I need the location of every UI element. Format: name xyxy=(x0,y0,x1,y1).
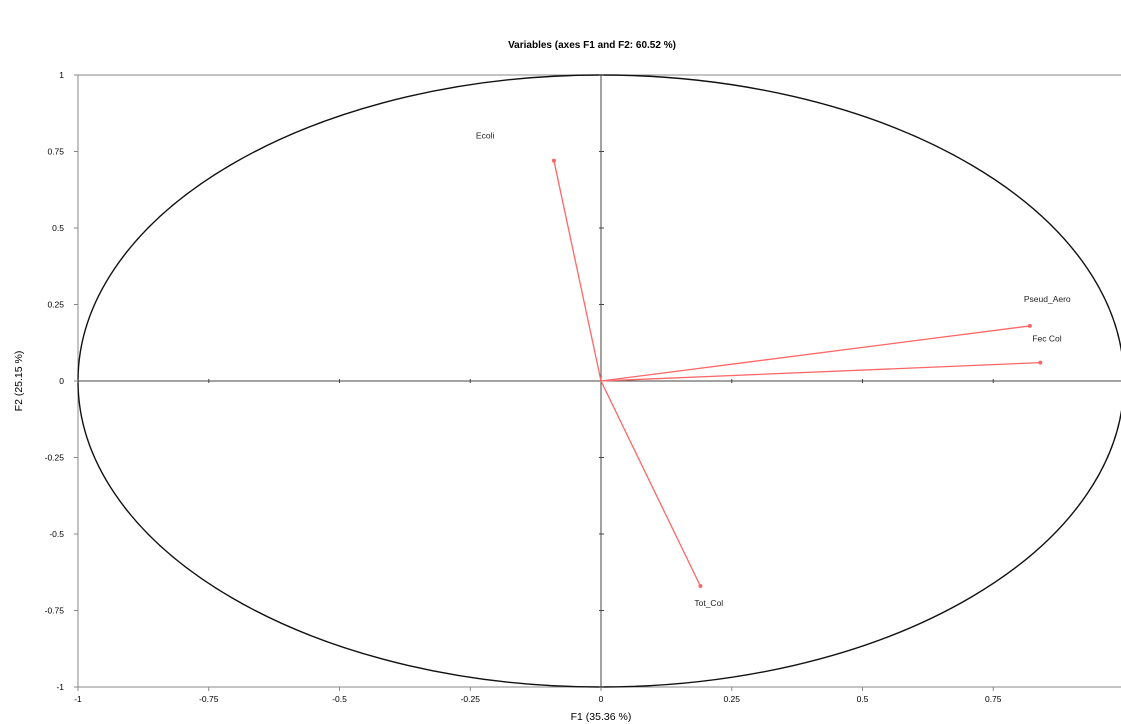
x-tick-label: 0.75 xyxy=(985,694,1002,704)
x-tick-label: -0.25 xyxy=(461,694,481,704)
label-ecoli: Ecoli xyxy=(476,131,495,141)
y-axis-title: F2 (25.15 %) xyxy=(13,351,25,412)
plot-area: -1 -0.75 -0.5 -0.25 0 0.25 0.5 0.75 1 0.75 0.5 0.25… xyxy=(45,70,1121,704)
vector-tot-col xyxy=(600,380,701,587)
chart-title: Variables (axes F1 and F2: 60.52 %) xyxy=(508,40,676,51)
label-fec-col: Fec Col xyxy=(1032,334,1061,344)
x-axis-title: F1 (35.36 %) xyxy=(571,711,632,723)
y-tick-label: 0.75 xyxy=(47,147,64,157)
point-pseud-aero xyxy=(1027,323,1032,328)
y-tick-label: -0.75 xyxy=(45,606,65,616)
y-tick-label: 1 xyxy=(59,70,64,80)
vector-fec-col xyxy=(600,361,1041,382)
x-tick-label: 0.5 xyxy=(857,694,869,704)
y-tick-label: 0.5 xyxy=(52,223,64,233)
y-tick-label: -0.5 xyxy=(49,529,64,539)
x-tick-label: -0.5 xyxy=(332,694,347,704)
point-fec-col xyxy=(1038,360,1043,365)
x-tick-label: -0.75 xyxy=(199,694,219,704)
label-pseud-aero: Pseud_Aero xyxy=(1024,294,1071,304)
point-tot-col xyxy=(698,584,703,589)
x-tick-label: -1 xyxy=(74,694,82,704)
label-tot-col: Tot_Col xyxy=(694,598,723,608)
x-tick-label: 0.25 xyxy=(723,694,740,704)
y-tick-label: 0 xyxy=(59,376,64,386)
y-tick-label: -0.25 xyxy=(45,453,65,463)
vector-ecoli xyxy=(553,160,602,382)
vector-pseud-aero xyxy=(600,325,1030,382)
x-tick-label: 0 xyxy=(599,694,604,704)
point-ecoli xyxy=(551,158,556,163)
y-tick-label: 0.25 xyxy=(47,300,64,310)
y-tick-label: -1 xyxy=(56,682,64,692)
